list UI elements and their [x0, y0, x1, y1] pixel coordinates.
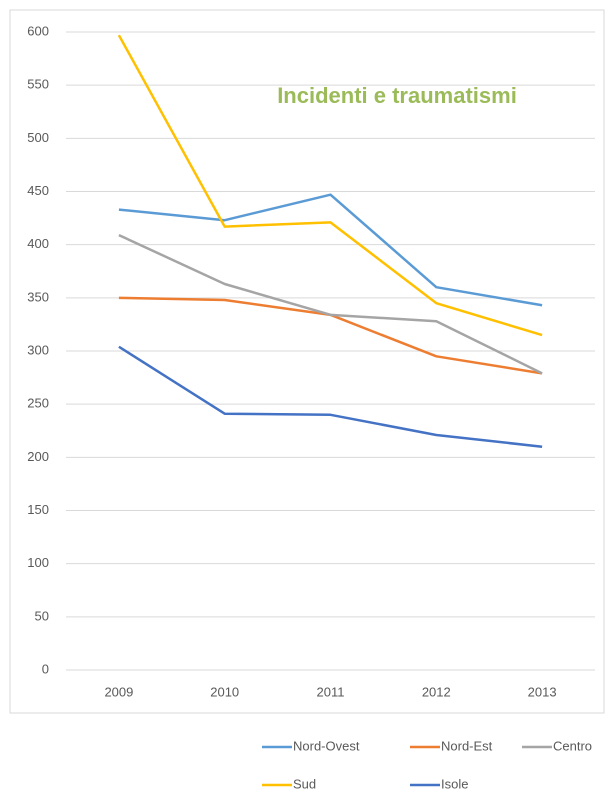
series-line	[118, 345, 543, 448]
legend-label: Nord-Ovest	[293, 738, 360, 753]
legend-label: Nord-Est	[441, 738, 493, 753]
series-line	[118, 296, 543, 375]
y-tick-label: 200	[27, 449, 49, 464]
chart-title: Incidenti e traumatismi	[277, 83, 517, 108]
y-tick-label: 400	[27, 236, 49, 251]
series-line	[118, 193, 543, 307]
legend-label: Isole	[441, 776, 468, 791]
y-tick-label: 300	[27, 342, 49, 357]
y-tick-label: 500	[27, 130, 49, 145]
legend-label: Centro	[553, 738, 592, 753]
y-tick-label: 350	[27, 289, 49, 304]
y-tick-label: 100	[27, 555, 49, 570]
y-tick-label: 50	[35, 608, 49, 623]
y-tick-label: 450	[27, 183, 49, 198]
x-tick-label: 2010	[210, 684, 239, 699]
series-line	[117, 34, 543, 337]
chart-border	[9, 9, 605, 714]
x-tick-label: 2011	[317, 684, 345, 699]
y-tick-label: 150	[27, 502, 49, 517]
series-line	[118, 233, 543, 375]
y-tick-label: 250	[27, 396, 49, 411]
x-tick-label: 2013	[528, 684, 557, 699]
legend-label: Sud	[293, 776, 316, 791]
x-tick-label: 2012	[422, 684, 451, 699]
y-tick-label: 550	[27, 77, 49, 92]
x-tick-label: 2009	[104, 684, 133, 699]
y-tick-label: 0	[42, 661, 49, 676]
y-tick-label: 600	[27, 23, 49, 38]
